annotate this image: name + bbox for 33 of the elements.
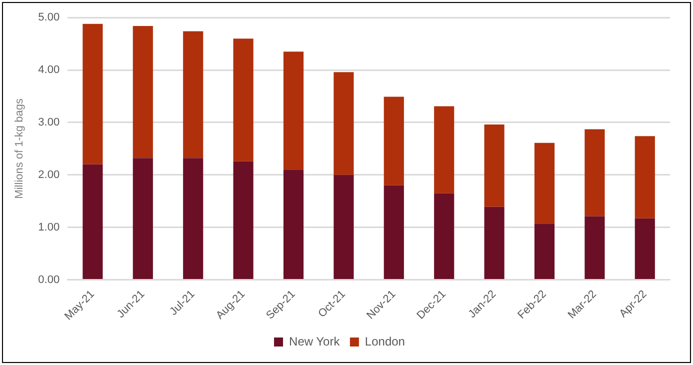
bar [634, 218, 655, 279]
bar [384, 185, 404, 279]
bar [233, 161, 254, 279]
bar [334, 72, 354, 175]
bar [534, 142, 555, 224]
bar [183, 31, 204, 158]
y-tick-label: 5.00 [38, 12, 60, 24]
bar [233, 38, 254, 162]
bar [283, 52, 304, 170]
bar [434, 106, 454, 194]
y-tick-label: 4.00 [38, 64, 60, 76]
bar [283, 170, 304, 279]
bar [534, 224, 555, 279]
bar [384, 96, 404, 186]
bar [183, 158, 204, 279]
legend-label: New York [289, 334, 341, 348]
bar [82, 164, 103, 279]
y-tick-label: 1.00 [38, 221, 60, 234]
y-tick-label: 3.00 [38, 116, 60, 128]
bar [634, 136, 655, 218]
y-tick-label: 0.00 [38, 274, 60, 286]
bar [584, 129, 605, 216]
y-tick-label: 2.00 [38, 168, 60, 181]
y-axis-title: Millions of 1-kg bags [14, 98, 26, 199]
bar [484, 124, 504, 207]
bar [484, 206, 504, 279]
bar [82, 24, 103, 164]
legend-label: London [364, 334, 405, 348]
bar [132, 26, 153, 158]
bar [132, 158, 153, 279]
bar [584, 216, 605, 279]
bar [434, 193, 454, 279]
bar [334, 174, 354, 279]
